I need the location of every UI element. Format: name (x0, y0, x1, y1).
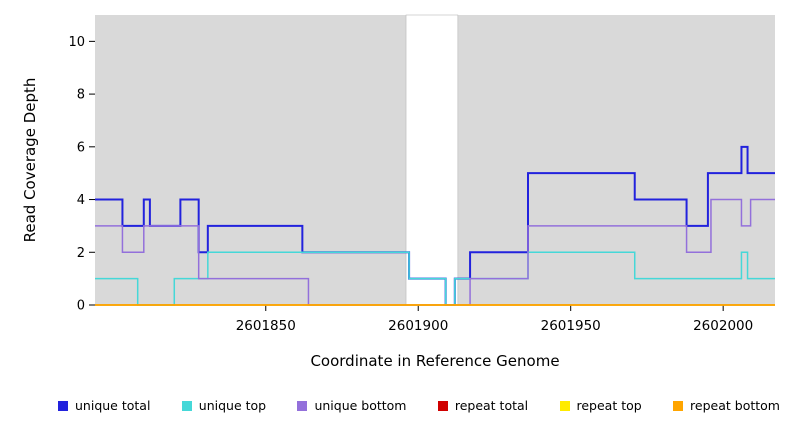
legend-item-repeat-top: repeat top (559, 398, 642, 413)
y-tick-label: 2 (77, 246, 85, 261)
legend-label: unique total (75, 398, 151, 413)
coverage-plot: 0 2 4 6 8 10 2601850 2601900 2601950 2602000 (68, 14, 775, 334)
x-axis-title: Coordinate in Reference Genome (310, 352, 560, 370)
series-line-unique-bottom (95, 198, 775, 306)
legend-item-repeat-total: repeat total (437, 398, 529, 413)
legend-item-unique-total: unique total (58, 398, 150, 413)
x-tick-label: 2602000 (693, 318, 753, 334)
y-axis-title: Read Coverage Depth (21, 77, 39, 243)
legend-swatch (297, 400, 308, 411)
legend-swatch (181, 400, 192, 411)
legend-label: unique bottom (314, 398, 407, 413)
legend-label: repeat total (454, 398, 529, 413)
x-tick-label: 2601850 (236, 318, 296, 334)
y-tick-label: 4 (77, 193, 85, 208)
x-tick-label: 2601950 (541, 318, 601, 334)
legend-item-unique-top: unique top (181, 398, 267, 413)
legend-swatch (673, 400, 684, 411)
y-tick-label: 10 (68, 35, 85, 50)
coverage-gap-region (405, 14, 459, 306)
legend-label: repeat top (576, 398, 642, 413)
legend-item-unique-bottom: unique bottom (297, 398, 407, 413)
legend-item-repeat-bottom: repeat bottom (673, 398, 780, 413)
legend-swatch (559, 400, 570, 411)
legend-label: unique top (198, 398, 267, 413)
y-tick-label: 6 (77, 140, 85, 155)
legend: unique total unique top unique bottom repea… (0, 398, 792, 413)
y-tick-label: 8 (77, 88, 85, 103)
legend-label: repeat bottom (690, 398, 780, 413)
y-tick-label: 0 (77, 299, 85, 314)
legend-swatch (58, 400, 68, 411)
x-tick-label: 2601900 (388, 318, 448, 334)
legend-swatch (437, 400, 448, 411)
